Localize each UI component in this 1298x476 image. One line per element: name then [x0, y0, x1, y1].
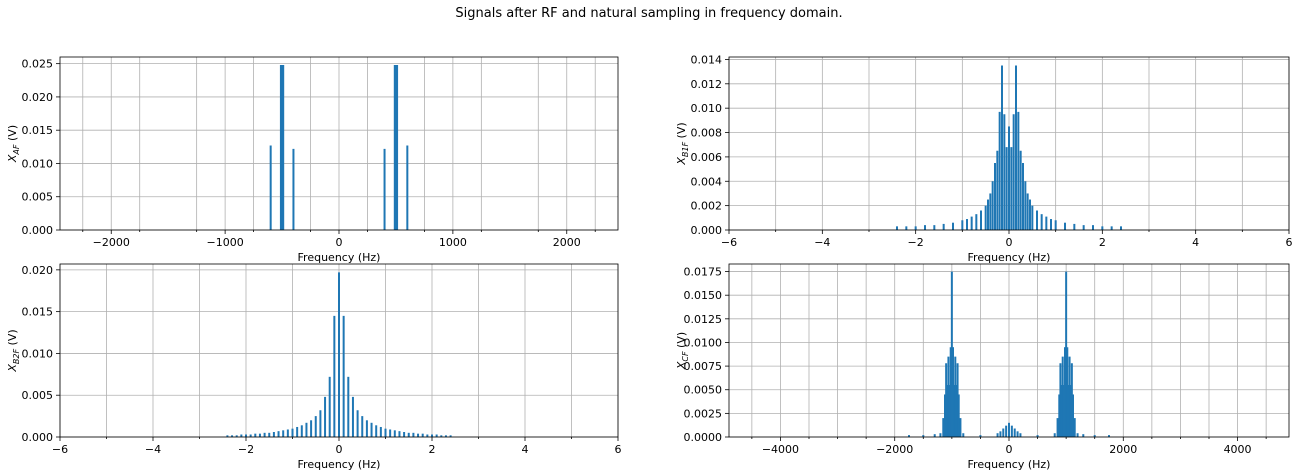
- y-tick-label: 0.025: [22, 58, 54, 71]
- subplot-xb2f: −6 −4 −2 0 2 4 6 0.000 0.005 0.010 0.015 0.020 Frequ…: [6, 263, 622, 471]
- y-axis-label-unit: (V): [675, 332, 688, 352]
- y-tick-label: 0.006: [691, 151, 723, 164]
- y-tick-label: 0.0025: [684, 407, 723, 420]
- x-tick-label: 0: [336, 443, 343, 456]
- x-tick-label: −6: [721, 236, 737, 249]
- x-tick-label: −4: [814, 236, 830, 249]
- y-tick-label: 0.000: [691, 224, 723, 237]
- x-tick-label: −1000: [207, 236, 244, 249]
- y-tick-label: 0.000: [22, 431, 54, 444]
- x-tick-label: 4: [1192, 236, 1199, 249]
- y-tick-label: 0.0125: [684, 313, 723, 326]
- y-tick-label: 0.000: [22, 224, 54, 237]
- y-tick-label: 0.015: [22, 306, 54, 319]
- y-axis-label-unit: (V): [675, 122, 688, 142]
- x-tick-label: 2: [429, 443, 436, 456]
- y-tick-label: 0.010: [691, 102, 723, 115]
- y-axis-label-sub: B1F: [681, 142, 690, 158]
- x-axis-label: Frequency (Hz): [968, 458, 1051, 471]
- x-tick-label: −4000: [762, 443, 799, 456]
- x-tick-label: 2: [1099, 236, 1106, 249]
- y-tick-label: 0.0150: [684, 289, 723, 302]
- y-axis-label-sub: B2F: [12, 349, 21, 365]
- x-tick-label: −2000: [876, 443, 913, 456]
- x-axis-label: Frequency (Hz): [968, 251, 1051, 264]
- y-axis-label-main: X: [675, 157, 688, 166]
- y-tick-label: 0.004: [691, 175, 723, 188]
- y-axis-label: XCF (V): [675, 332, 690, 370]
- x-axis-label: Frequency (Hz): [298, 458, 381, 471]
- x-tick-label: 4000: [1224, 443, 1252, 456]
- x-tick-label: 6: [1286, 236, 1293, 249]
- subplot-xb1f: −6 −4 −2 0 2 4 6 0.000 0.002 0.004 0.006 0.008 0.010…: [675, 53, 1293, 264]
- y-axis-label-main: X: [6, 364, 19, 373]
- y-axis-label: XB1F (V): [675, 122, 690, 165]
- y-axis-label-sub: CF: [681, 351, 690, 362]
- x-tick-label: −2000: [93, 236, 130, 249]
- y-tick-label: 0.0075: [684, 360, 723, 373]
- y-axis-label-unit: (V): [6, 125, 19, 145]
- y-tick-label: 0.010: [22, 157, 54, 170]
- y-tick-label: 0.002: [691, 200, 723, 213]
- y-axis-label: XAF (V): [6, 125, 21, 163]
- y-tick-label: 0.0050: [684, 384, 723, 397]
- x-tick-label: −2: [908, 236, 924, 249]
- y-tick-label: 0.014: [691, 53, 723, 66]
- x-tick-label: −2: [238, 443, 254, 456]
- y-tick-label: 0.0175: [684, 266, 723, 279]
- x-tick-label: 4: [522, 443, 529, 456]
- y-axis-label-sub: AF: [12, 144, 21, 155]
- y-tick-label: 0.015: [22, 124, 54, 137]
- x-tick-label: −6: [52, 443, 68, 456]
- x-tick-label: 2000: [1109, 443, 1137, 456]
- y-tick-label: 0.0100: [684, 336, 723, 349]
- y-tick-label: 0.020: [22, 91, 54, 104]
- y-tick-label: 0.012: [691, 78, 723, 91]
- figure-suptitle: Signals after RF and natural sampling in…: [455, 6, 842, 21]
- subplot-xcf: −4000 −2000 0 2000 4000 0.0000 0.0025 0.0050 0.0…: [675, 263, 1290, 471]
- x-tick-label: 2000: [553, 236, 581, 249]
- y-tick-label: 0.010: [22, 347, 54, 360]
- y-axis-label: XB2F (V): [6, 329, 21, 372]
- x-tick-label: 0: [1006, 236, 1013, 249]
- y-tick-label: 0.005: [22, 191, 54, 204]
- x-axis-label: Frequency (Hz): [298, 251, 381, 264]
- y-axis-label-main: X: [675, 361, 688, 370]
- x-tick-label: 1000: [439, 236, 467, 249]
- subplot-xaf: −2000 −1000 0 1000 2000 0.000 0.005 0.010 0.015 0…: [6, 56, 619, 264]
- y-tick-label: 0.0000: [684, 431, 723, 444]
- x-tick-label: 0: [336, 236, 343, 249]
- y-tick-label: 0.008: [691, 127, 723, 140]
- x-tick-label: 6: [615, 443, 622, 456]
- y-tick-label: 0.020: [22, 264, 54, 277]
- y-tick-label: 0.005: [22, 389, 54, 402]
- x-tick-label: 0: [1006, 443, 1013, 456]
- x-tick-label: −4: [145, 443, 161, 456]
- y-axis-label-unit: (V): [6, 329, 19, 349]
- y-axis-label-main: X: [6, 154, 19, 163]
